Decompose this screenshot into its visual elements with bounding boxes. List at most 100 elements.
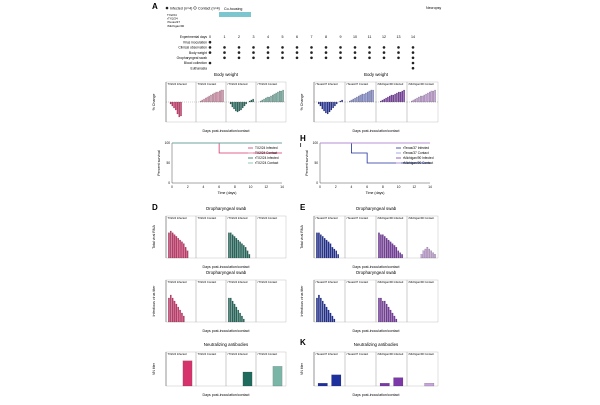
design-dot — [368, 51, 371, 54]
data-bar — [428, 248, 431, 259]
data-bar — [421, 95, 424, 103]
data-bar — [321, 300, 324, 323]
data-bar — [231, 234, 234, 259]
data-bar — [173, 101, 175, 109]
data-bar — [370, 89, 373, 103]
data-bar — [321, 101, 324, 110]
design-dot — [281, 46, 284, 49]
y-axis-label: Infectious virus titer — [300, 285, 304, 317]
group-frame — [344, 215, 377, 259]
x-axis-label: Days post-inoculation/contact — [353, 129, 400, 133]
group-label: rMichigan/90 Contact — [409, 352, 435, 356]
data-bar — [397, 250, 399, 259]
design-day-label: 8 — [325, 35, 327, 39]
group-frame — [344, 279, 377, 323]
panel-letter-a: A — [152, 2, 158, 11]
chart-title: Oropharyngeal swab — [356, 270, 397, 275]
group-label: TX2/24 Infected — [168, 352, 187, 356]
data-bar — [422, 250, 425, 259]
data-bar — [280, 90, 283, 103]
data-bar — [243, 318, 245, 323]
x-axis-label: Days post-inoculation/contact — [203, 329, 250, 333]
data-bar — [282, 89, 284, 103]
data-bar — [389, 241, 392, 259]
design-day-label: 4 — [267, 35, 269, 39]
data-bar — [228, 297, 230, 323]
data-bar — [168, 297, 170, 323]
data-bar — [318, 294, 320, 323]
x-tick-label: 0 — [319, 185, 321, 189]
data-bar — [379, 383, 390, 387]
design-dot — [339, 56, 342, 60]
group-label: TX2/24 Contact — [198, 82, 217, 86]
panel-letter-h: H — [300, 134, 306, 143]
data-bar — [432, 252, 434, 259]
data-bar — [420, 254, 423, 259]
design-day-label: 14 — [411, 35, 415, 39]
data-bar — [318, 232, 320, 259]
data-bar — [359, 94, 362, 103]
group-label: rTX2/24 Infected — [228, 352, 248, 356]
design-day-label: 12 — [382, 35, 386, 39]
group-frame — [344, 351, 377, 387]
data-bar — [392, 94, 395, 103]
data-bar — [333, 248, 336, 259]
data-bar — [383, 300, 386, 323]
x-axis-label: Days post-inoculation/contact — [203, 129, 250, 133]
group-label: TX2/24 Contact — [198, 216, 217, 220]
data-bar — [434, 89, 436, 103]
data-bar — [329, 312, 332, 323]
group-label: rTX2/24 Contact — [258, 280, 278, 284]
design-dot — [208, 61, 212, 65]
data-bar — [266, 96, 269, 103]
x-axis-label: Time (days) — [366, 191, 385, 195]
data-bar — [235, 238, 238, 259]
data-bar — [323, 238, 326, 259]
data-bar — [393, 245, 396, 259]
data-bar — [245, 101, 247, 105]
x-axis-label: Time (days) — [218, 191, 237, 195]
data-bar — [275, 92, 277, 103]
data-bar — [380, 297, 382, 323]
data-bar — [272, 94, 274, 103]
data-bar — [235, 101, 237, 112]
group-label: rMichigan/90 Contact — [409, 82, 435, 86]
design-dot — [295, 46, 299, 49]
group-frame — [255, 351, 287, 387]
y-tick-label: 0 — [168, 181, 170, 185]
viral-rna-right-chart: Oropharyngeal swab Total viral RNA Days po… — [300, 206, 439, 269]
data-bar — [179, 309, 181, 323]
data-bar — [399, 252, 401, 259]
data-bar — [366, 91, 369, 103]
y-tick-label: 50 — [166, 161, 170, 165]
x-tick-label: 8 — [382, 185, 384, 189]
body-weight-right-chart: Body weight % Change Days post-inoculation… — [300, 72, 439, 133]
design-dot — [310, 51, 313, 54]
data-bar — [424, 248, 427, 259]
data-bar — [228, 232, 230, 259]
data-bar — [237, 309, 239, 323]
infectious-virus-right-chart: Oropharyngeal swab Infectious virus titer… — [300, 270, 439, 333]
design-dot — [252, 51, 255, 54]
design-row-label: Euthanasia — [191, 66, 208, 70]
design-dot — [397, 46, 400, 49]
data-bar — [414, 98, 417, 103]
data-bar — [321, 236, 324, 259]
data-bar — [331, 315, 334, 323]
x-tick-label: 14 — [428, 185, 432, 189]
data-bar — [168, 232, 170, 259]
legend-contact: Contact (n=4) — [198, 7, 220, 11]
group-label: TX2/24 Infected — [168, 280, 187, 284]
data-bar — [229, 101, 232, 105]
data-bar — [220, 89, 223, 103]
design-dot — [281, 51, 284, 54]
group-label: TX2/24 Contact — [198, 280, 217, 284]
data-bar — [206, 96, 209, 103]
x-tick-label: 12 — [413, 185, 417, 189]
design-dot — [411, 46, 415, 49]
x-tick-label: 14 — [280, 185, 284, 189]
design-day-label: 2 — [238, 35, 240, 39]
data-bar — [203, 98, 205, 103]
data-bar — [368, 90, 371, 103]
group-label: rTX2/24 Infected — [228, 280, 248, 284]
